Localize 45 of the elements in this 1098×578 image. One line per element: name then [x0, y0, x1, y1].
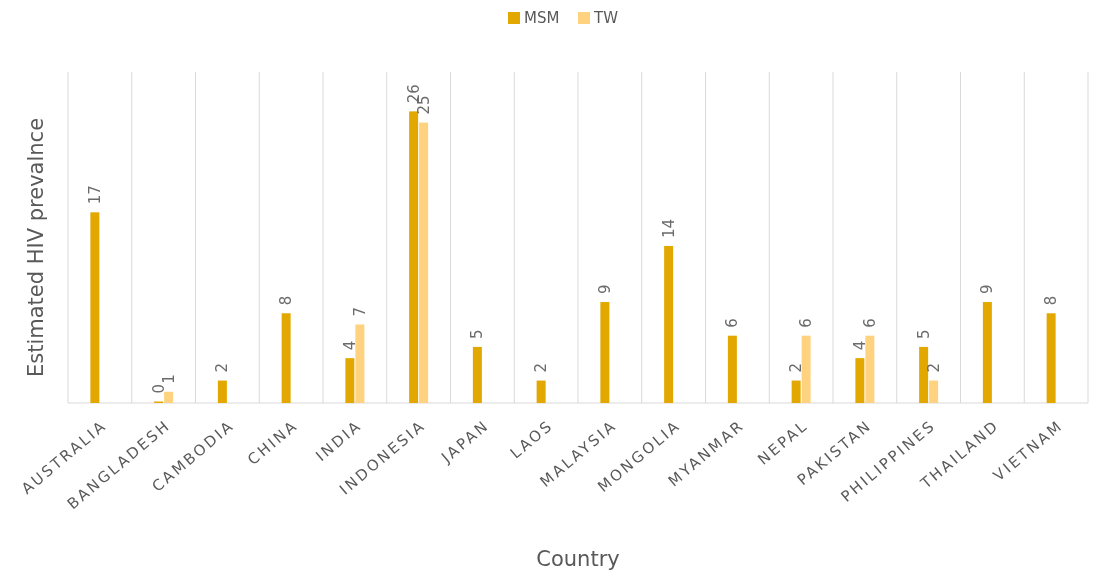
data-label: 6 — [860, 318, 879, 328]
data-label: 5 — [914, 329, 933, 339]
bar — [217, 380, 227, 403]
bar — [801, 335, 811, 403]
data-label: 8 — [277, 295, 296, 306]
bar — [791, 380, 801, 403]
data-label: 6 — [723, 318, 742, 328]
bar — [664, 245, 674, 403]
bar — [355, 324, 365, 403]
data-label: 4 — [340, 340, 359, 351]
bar — [419, 122, 429, 403]
data-label: 4 — [850, 340, 869, 351]
bar — [600, 302, 610, 403]
data-label: 8 — [1042, 295, 1061, 306]
data-label: 9 — [595, 284, 614, 295]
bar — [281, 313, 291, 403]
bar — [345, 358, 355, 403]
data-label: 1 — [159, 374, 178, 384]
bar — [727, 335, 737, 403]
y-axis-title: Estimated HIV prevalnce — [24, 117, 48, 378]
data-label: 2 — [532, 363, 551, 373]
legend-label: MSM — [524, 9, 560, 27]
data-label: 17 — [85, 185, 104, 205]
data-label: 0 — [149, 383, 168, 394]
data-label: 14 — [659, 218, 678, 238]
data-label: 2 — [924, 363, 943, 373]
bar — [865, 335, 875, 403]
bar — [409, 111, 419, 403]
bar — [472, 346, 482, 403]
bar — [855, 358, 865, 403]
bar — [982, 302, 992, 403]
bar — [164, 391, 174, 403]
legend-label: TW — [593, 9, 619, 27]
data-label: 6 — [797, 318, 816, 328]
bar — [929, 380, 939, 403]
data-label: 2 — [787, 363, 806, 373]
bar — [536, 380, 546, 403]
bar — [1046, 313, 1056, 403]
data-label: 2 — [213, 363, 232, 373]
bar — [919, 346, 929, 403]
data-label: 9 — [978, 284, 997, 295]
bar — [90, 212, 100, 403]
x-axis-title: Country — [536, 547, 620, 571]
data-label: 7 — [350, 306, 369, 317]
data-label: 5 — [468, 329, 487, 339]
